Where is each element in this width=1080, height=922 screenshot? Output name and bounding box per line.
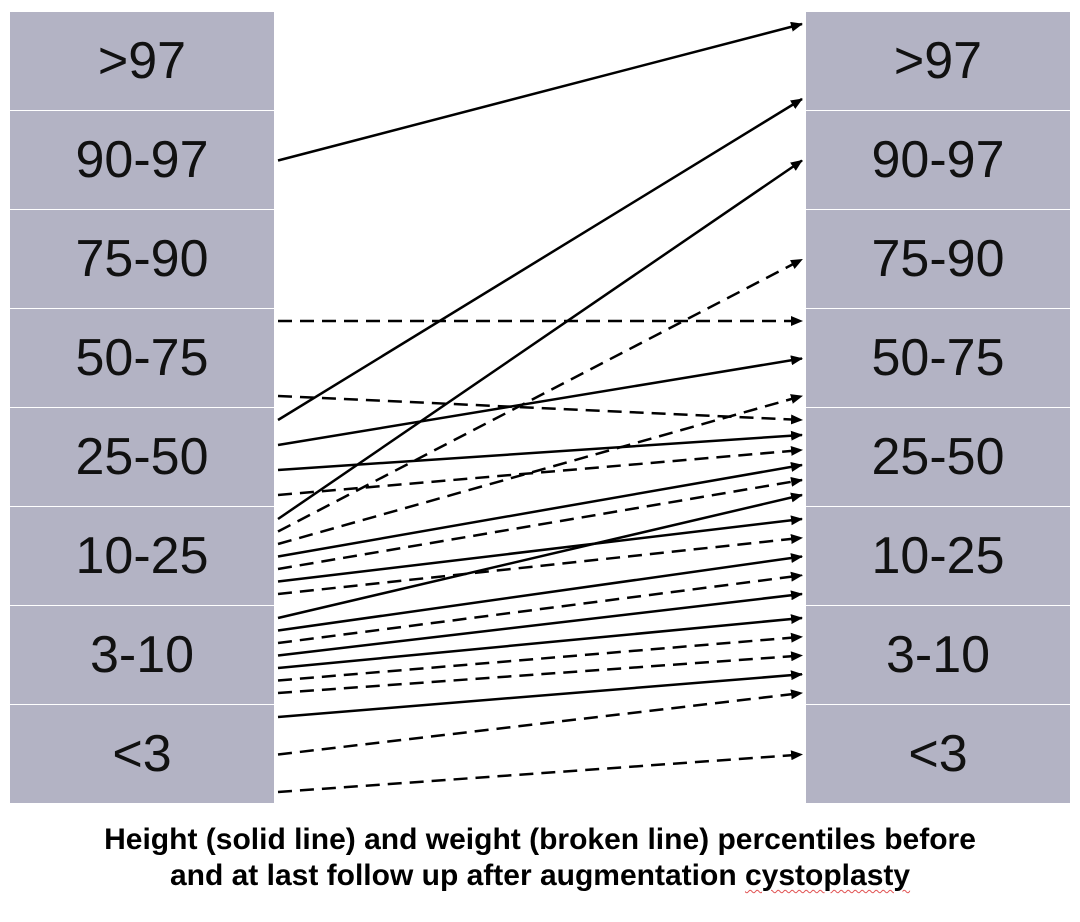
weight-arrow	[277, 571, 803, 645]
height-arrow	[277, 355, 803, 447]
after-box-90-97: 90-97	[806, 111, 1070, 209]
height-arrow	[277, 159, 803, 521]
weight-arrow	[277, 750, 803, 794]
height-arrow	[277, 21, 803, 162]
height-arrow	[277, 614, 803, 670]
height-arrow	[277, 97, 803, 422]
after-box-lt3: <3	[806, 705, 1070, 803]
after-box-75-90: 75-90	[806, 210, 1070, 308]
weight-arrow	[277, 689, 803, 756]
weight-arrow	[277, 476, 803, 571]
before-box-90-97: 90-97	[10, 111, 274, 209]
weight-arrow	[277, 394, 803, 546]
height-arrow	[277, 515, 803, 583]
caption-line-2-text: and at last follow up after augmentation	[169, 859, 745, 892]
height-arrow	[277, 492, 803, 620]
after-box-gt97: >97	[806, 12, 1070, 110]
height-arrow	[277, 430, 803, 472]
weight-arrow	[277, 445, 803, 497]
transition-arrows	[277, 21, 803, 794]
height-arrow	[277, 590, 803, 657]
after-box-50-75: 50-75	[806, 309, 1070, 407]
before-box-gt97: >97	[10, 12, 274, 110]
before-box-25-50: 25-50	[10, 408, 274, 506]
before-box-3-10: 3-10	[10, 606, 274, 704]
height-arrow	[277, 461, 803, 558]
after-box-10-25: 10-25	[806, 507, 1070, 605]
weight-arrow	[277, 258, 803, 533]
figure-caption: Height (solid line) and weight (broken l…	[0, 822, 1080, 894]
before-box-lt3: <3	[10, 705, 274, 803]
caption-flagged-word: cystoplasty	[744, 859, 911, 892]
caption-line-1: Height (solid line) and weight (broken l…	[104, 823, 976, 856]
after-percentile-column: >97 90-97 75-90 50-75 25-50 10-25 3-10 <…	[806, 12, 1070, 804]
after-box-3-10: 3-10	[806, 606, 1070, 704]
weight-arrow	[277, 394, 803, 425]
before-box-75-90: 75-90	[10, 210, 274, 308]
before-box-10-25: 10-25	[10, 507, 274, 605]
after-box-25-50: 25-50	[806, 408, 1070, 506]
height-arrow	[277, 553, 803, 632]
height-arrow	[277, 670, 803, 719]
caption-line-2: and at last follow up after augmentation…	[0, 858, 1080, 894]
before-box-50-75: 50-75	[10, 309, 274, 407]
before-percentile-column: >97 90-97 75-90 50-75 25-50 10-25 3-10 <…	[10, 12, 274, 804]
